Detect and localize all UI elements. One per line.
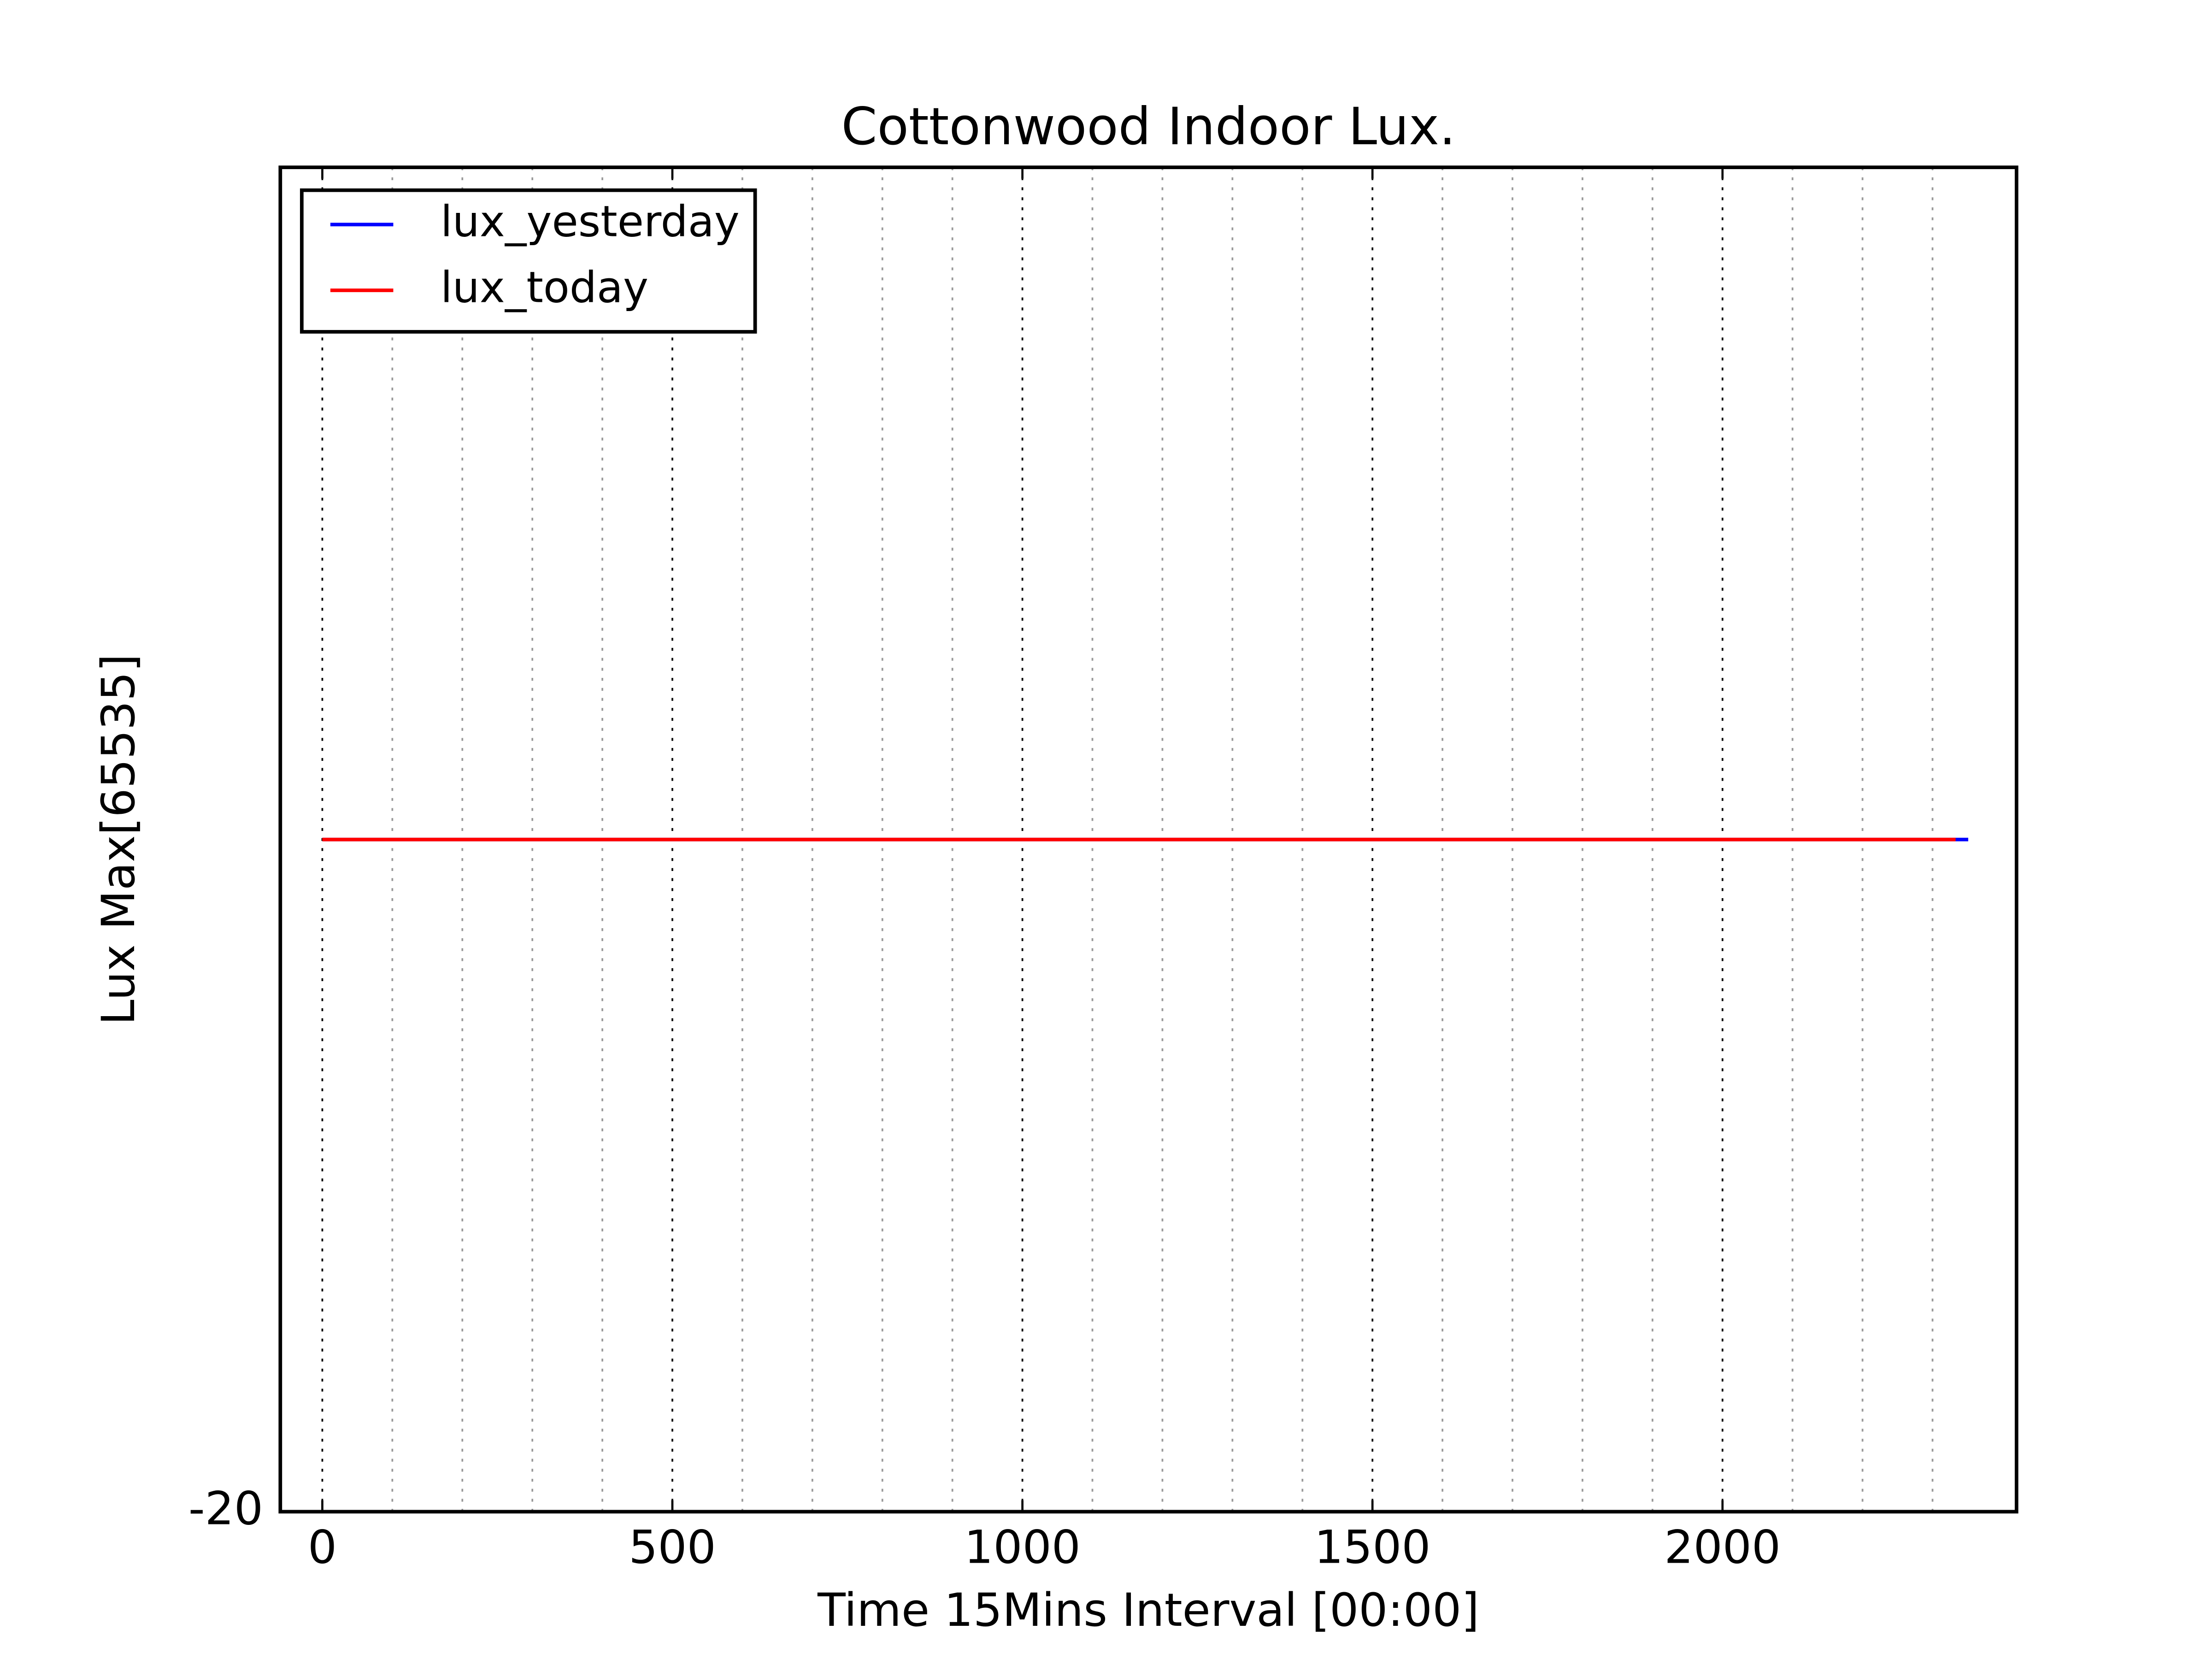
legend-box	[300, 188, 757, 334]
legend-label: lux_today	[441, 262, 648, 312]
x-tick-label: 0	[308, 1521, 337, 1574]
x-axis-label: Time 15Mins Interval [00:00]	[817, 1584, 1479, 1637]
x-tick-label: 500	[629, 1521, 716, 1574]
y-tick-label: -20	[188, 1483, 263, 1535]
y-axis-label: Lux Max[65535]	[92, 654, 145, 1025]
x-tick-label: 1500	[1314, 1521, 1431, 1574]
x-tick-label: 2000	[1664, 1521, 1781, 1574]
x-tick-label: 1000	[964, 1521, 1081, 1574]
chart-title: Cottonwood Indoor Lux.	[841, 97, 1455, 157]
legend-label: lux_yesterday	[441, 197, 740, 247]
plot-frame	[278, 165, 2018, 1514]
